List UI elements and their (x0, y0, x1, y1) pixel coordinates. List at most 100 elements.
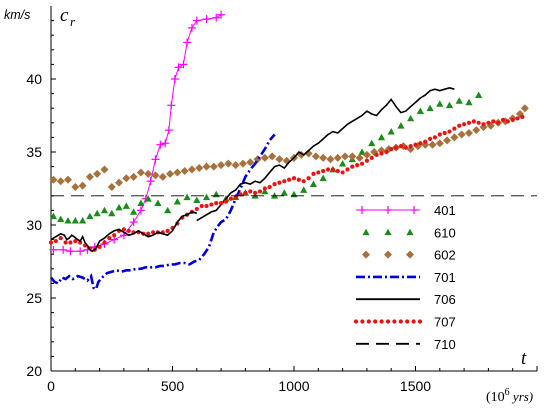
legend: 401 610 602 701 706 707 710 (346, 198, 466, 364)
data-point-dot (306, 176, 311, 181)
data-point-dot (102, 240, 107, 245)
x-tick-label: 0 (47, 378, 55, 394)
legend-label: 706 (434, 292, 456, 307)
data-point-diamond (479, 123, 488, 132)
data-point-dot (405, 319, 410, 324)
data-point-triangle (416, 107, 424, 114)
data-point-diamond (472, 126, 481, 135)
data-point-triangle (280, 189, 288, 196)
legend-label: 707 (434, 315, 456, 330)
data-point-triangle (100, 206, 109, 214)
data-point-triangle (164, 206, 172, 214)
data-point-diamond (115, 178, 124, 187)
data-point-dot (126, 228, 131, 233)
data-point-diamond (93, 169, 102, 178)
data-point-triangle (406, 228, 414, 236)
x-unit-label: (106 yrs) (486, 387, 533, 405)
data-point-diamond (406, 250, 414, 259)
data-point-diamond (202, 162, 211, 171)
data-point-dot (417, 319, 423, 324)
data-point-dot (452, 126, 457, 131)
legend-item: 610 (362, 225, 456, 240)
data-point-dot (291, 176, 297, 181)
data-point-dot (353, 319, 359, 324)
data-point-triangle (300, 186, 308, 193)
data-point-triangle (319, 174, 327, 182)
data-point-dot (243, 190, 248, 195)
data-point-diamond (56, 177, 65, 186)
x-tick-label: 1500 (400, 378, 431, 394)
data-point-dot (214, 201, 219, 206)
data-point-dot (112, 233, 117, 238)
data-point-dot (408, 144, 413, 149)
data-point-triangle (261, 187, 269, 195)
x-unit-suffix: yrs) (510, 389, 533, 404)
data-point-triangle (426, 104, 434, 112)
x-tick-label: 1000 (278, 378, 309, 394)
data-point-dot (325, 167, 331, 172)
data-point-dot (199, 203, 204, 209)
data-point-dot (442, 130, 447, 136)
data-point-diamond (406, 145, 415, 154)
data-point-diamond (78, 181, 87, 190)
data-point-dot (311, 171, 316, 176)
data-point-triangle (475, 91, 483, 98)
data-point-dot (63, 240, 68, 245)
data-point-dot (520, 114, 525, 120)
data-point-triangle (368, 139, 376, 147)
data-point-dot (462, 122, 467, 127)
data-point-dot (345, 167, 350, 172)
data-point-diamond (268, 152, 277, 161)
data-point-triangle (108, 209, 116, 217)
data-point-dot (146, 231, 151, 236)
data-point-dot (316, 170, 321, 175)
data-point-dot (257, 189, 263, 194)
x-tick-label: 500 (161, 378, 185, 394)
data-point-dot (340, 170, 345, 175)
data-point-triangle (445, 101, 454, 109)
data-point-dot (350, 164, 355, 169)
y-tick-label: 40 (26, 71, 42, 87)
data-point-triangle (455, 97, 463, 104)
data-point-triangle (173, 198, 181, 205)
data-point-triangle (384, 228, 392, 236)
data-point-dot (364, 158, 369, 163)
data-point-dot (466, 120, 472, 125)
series-line (50, 211, 198, 253)
data-point-dot (287, 177, 292, 182)
data-point-diamond (333, 153, 342, 162)
data-point-dot (486, 120, 491, 125)
data-point-dot (282, 179, 287, 184)
series-706 (196, 86, 455, 222)
data-point-diamond (435, 139, 444, 148)
data-point-diamond (428, 140, 437, 149)
legend-item: 710 (356, 337, 456, 352)
data-point-triangle (64, 217, 72, 224)
data-point-triangle (339, 160, 347, 167)
data-point-diamond (122, 174, 131, 183)
legend-item: 706 (356, 292, 456, 307)
x-symbol: t (521, 348, 527, 369)
data-point-dot (379, 151, 384, 156)
y-tick-label: 25 (26, 290, 42, 306)
data-point-dot (491, 119, 496, 124)
data-point-dot (335, 168, 340, 174)
data-point-diamond (348, 152, 357, 161)
y-symbol-subscript: r (70, 14, 76, 29)
data-point-dot (403, 145, 408, 150)
data-point-diamond (158, 172, 167, 181)
legend-item: 701 (356, 270, 456, 285)
data-point-dot (510, 117, 515, 122)
data-point-triangle (115, 203, 123, 211)
y-tick-label: 30 (26, 217, 42, 233)
data-point-diamond (450, 133, 459, 142)
data-point-triangle (122, 202, 130, 209)
data-point-dot (121, 227, 126, 232)
data-point-diamond (231, 161, 240, 170)
data-point-dot (359, 161, 365, 166)
data-point-dot (321, 168, 326, 174)
data-point-triangle (144, 195, 152, 202)
data-point-dot (385, 319, 391, 324)
data-point-triangle (387, 127, 395, 135)
data-point-diamond (49, 175, 58, 184)
